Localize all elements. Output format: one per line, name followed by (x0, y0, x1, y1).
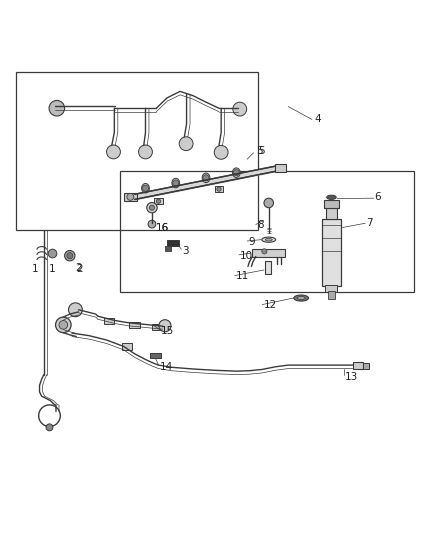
Circle shape (127, 193, 134, 200)
Text: 5: 5 (258, 146, 265, 156)
Bar (325, 285, 338, 293)
Circle shape (65, 251, 75, 261)
Ellipse shape (327, 195, 336, 199)
Circle shape (214, 146, 228, 159)
Text: 3: 3 (182, 246, 189, 256)
Bar (252, 249, 285, 256)
Bar (324, 200, 339, 208)
Text: 15: 15 (161, 326, 174, 335)
Text: 13: 13 (344, 372, 358, 382)
Circle shape (142, 185, 148, 191)
Bar (326, 207, 337, 219)
Ellipse shape (172, 178, 180, 188)
Circle shape (149, 205, 155, 211)
Ellipse shape (265, 238, 272, 241)
Text: 2: 2 (75, 263, 82, 273)
Ellipse shape (297, 296, 305, 300)
Circle shape (49, 100, 65, 116)
Bar (152, 324, 163, 330)
Bar (154, 198, 163, 204)
Circle shape (106, 145, 120, 159)
Text: 8: 8 (257, 221, 264, 230)
Bar (165, 246, 171, 252)
Bar (124, 192, 137, 201)
Circle shape (217, 187, 221, 191)
Bar (130, 322, 140, 328)
Circle shape (59, 320, 67, 329)
Bar (322, 219, 341, 286)
Bar (150, 353, 161, 358)
Text: 10: 10 (240, 251, 253, 261)
Circle shape (67, 253, 73, 259)
Circle shape (233, 102, 247, 116)
Circle shape (148, 220, 156, 228)
Bar (120, 172, 413, 293)
Circle shape (46, 424, 53, 431)
Bar (16, 72, 258, 230)
Circle shape (159, 320, 171, 332)
Circle shape (264, 198, 273, 208)
Circle shape (156, 199, 161, 204)
Text: 4: 4 (314, 115, 321, 125)
Text: 12: 12 (264, 301, 277, 310)
Circle shape (48, 249, 57, 258)
Text: 7: 7 (366, 218, 373, 228)
Text: 11: 11 (236, 271, 249, 281)
Text: 14: 14 (159, 362, 173, 372)
Circle shape (203, 175, 209, 181)
Bar (122, 343, 132, 350)
Circle shape (147, 203, 157, 213)
Circle shape (179, 137, 193, 151)
Ellipse shape (233, 168, 240, 177)
Bar (265, 261, 271, 274)
Circle shape (173, 180, 179, 186)
Text: 9: 9 (248, 237, 255, 247)
Text: 1: 1 (32, 264, 39, 273)
Text: 5: 5 (256, 146, 262, 156)
Bar (275, 165, 286, 172)
Ellipse shape (262, 237, 276, 243)
Text: 16: 16 (156, 223, 170, 232)
Bar (328, 291, 335, 299)
Ellipse shape (294, 295, 308, 301)
Circle shape (138, 145, 152, 159)
Circle shape (68, 303, 82, 317)
Circle shape (233, 169, 239, 176)
Text: 6: 6 (374, 192, 381, 203)
Bar (215, 186, 223, 192)
Text: 16: 16 (156, 223, 170, 232)
Ellipse shape (202, 173, 210, 183)
Text: 1: 1 (49, 264, 56, 273)
Circle shape (56, 317, 71, 333)
Bar (353, 361, 363, 368)
Bar (103, 318, 114, 324)
Text: 2: 2 (76, 264, 83, 273)
Circle shape (262, 249, 267, 254)
Bar (167, 240, 179, 246)
Ellipse shape (141, 183, 149, 193)
Bar (363, 362, 369, 368)
